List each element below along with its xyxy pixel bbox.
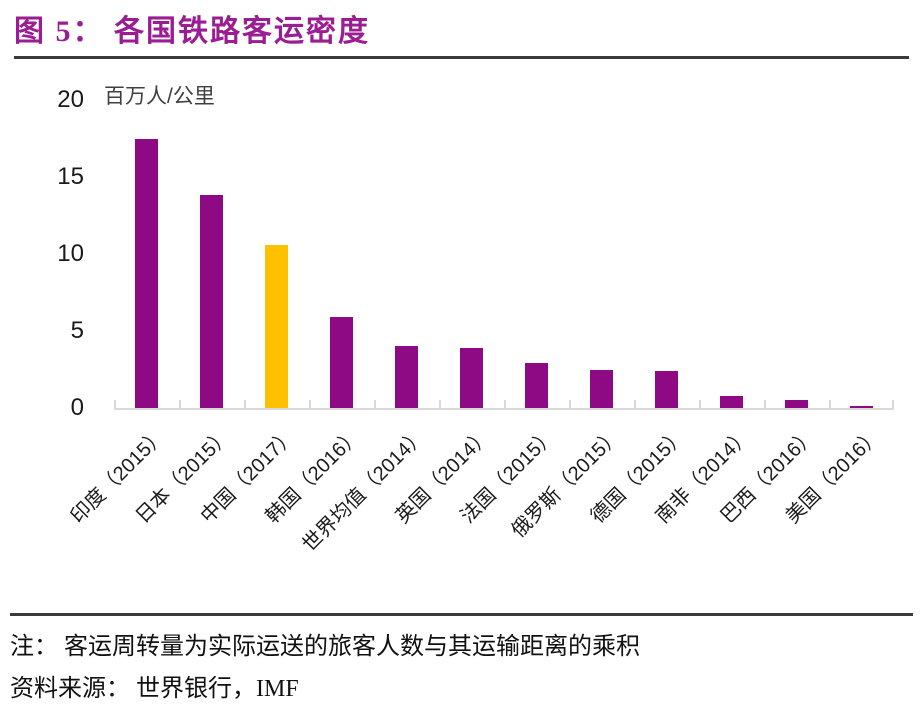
x-axis-tick (114, 400, 116, 408)
footer-divider (10, 613, 913, 616)
x-axis-tick (569, 400, 571, 408)
x-axis-tick (244, 400, 246, 408)
data-source: 资料来源： 世界银行，IMF (10, 676, 299, 702)
x-axis-tick (439, 400, 441, 408)
y-axis-unit-label: 百万人/公里 (104, 85, 215, 108)
x-axis-tick (374, 400, 376, 408)
bar-10 (720, 395, 743, 408)
bar-5 (395, 346, 418, 408)
bar-4 (330, 317, 353, 408)
x-axis-tick (892, 400, 894, 408)
y-axis-tick-label: 10 (57, 240, 84, 267)
bar-12 (850, 406, 873, 408)
figure-title: 图 5： 各国铁路客运密度 (14, 15, 370, 48)
bar-11 (785, 400, 808, 408)
x-axis-tick (764, 400, 766, 408)
y-axis-tick-label: 15 (57, 163, 84, 190)
y-axis: 0 5 10 15 20 (0, 88, 84, 420)
x-axis-tick (179, 400, 181, 408)
x-axis-tick (699, 400, 701, 408)
bar-8 (590, 369, 613, 408)
x-axis-tick (309, 400, 311, 408)
bar-3 (265, 244, 288, 408)
bar-7 (525, 363, 548, 408)
x-axis-tick (634, 400, 636, 408)
bar-1 (135, 138, 158, 408)
plot-area: 印度（2015） 日本（2015） 中国（2017） 韩国（2016） 世界均值（201… (67, 100, 894, 556)
y-axis-tick-label: 0 (70, 394, 84, 421)
y-axis-tick-label: 20 (57, 86, 84, 113)
bar-2 (200, 195, 223, 408)
title-divider (14, 56, 909, 59)
chart-note: 注： 客运周转量为实际运送的旅客人数与其运输距离的乘积 (10, 634, 640, 660)
x-axis-tick (829, 400, 831, 408)
bar-6 (460, 347, 483, 408)
x-axis-tick (504, 400, 506, 408)
bar-9 (655, 371, 678, 408)
y-axis-tick-label: 5 (70, 317, 84, 344)
